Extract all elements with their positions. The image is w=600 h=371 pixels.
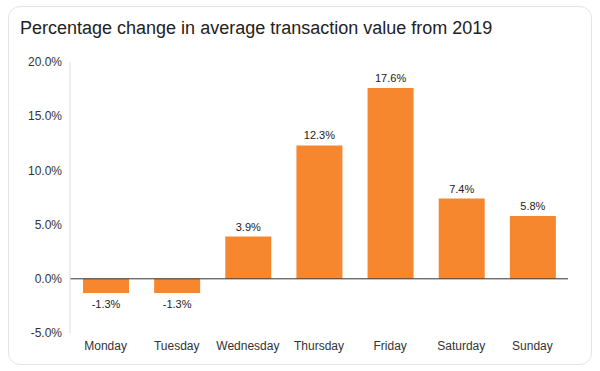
svg-text:10.0%: 10.0% — [28, 164, 62, 178]
svg-text:0.0%: 0.0% — [35, 272, 63, 286]
svg-text:5.0%: 5.0% — [35, 218, 63, 232]
html-text:Percentage change in average t: Percentage change in average transaction… — [20, 18, 493, 38]
svg-text:Wednesday: Wednesday — [216, 339, 279, 353]
svg-text:Tuesday: Tuesday — [154, 339, 200, 353]
svg-text:-1.3%: -1.3% — [163, 298, 192, 310]
svg-text:3.9%: 3.9% — [236, 221, 261, 233]
svg-text:12.3%: 12.3% — [304, 129, 335, 141]
svg-text:Monday: Monday — [84, 339, 127, 353]
svg-text:-1.3%: -1.3% — [92, 298, 121, 310]
svg-text:Sunday: Sunday — [512, 339, 553, 353]
svg-text:-5.0%: -5.0% — [31, 326, 63, 340]
svg-text:15.0%: 15.0% — [28, 109, 62, 123]
svg-text:20.0%: 20.0% — [28, 55, 62, 69]
svg-text:5.8%: 5.8% — [520, 200, 545, 212]
svg-text:Saturday: Saturday — [437, 339, 485, 353]
svg-text:17.6%: 17.6% — [375, 72, 406, 84]
svg-text:Friday: Friday — [373, 339, 406, 353]
svg-text:7.4%: 7.4% — [449, 183, 474, 195]
svg-text:Thursday: Thursday — [294, 339, 344, 353]
